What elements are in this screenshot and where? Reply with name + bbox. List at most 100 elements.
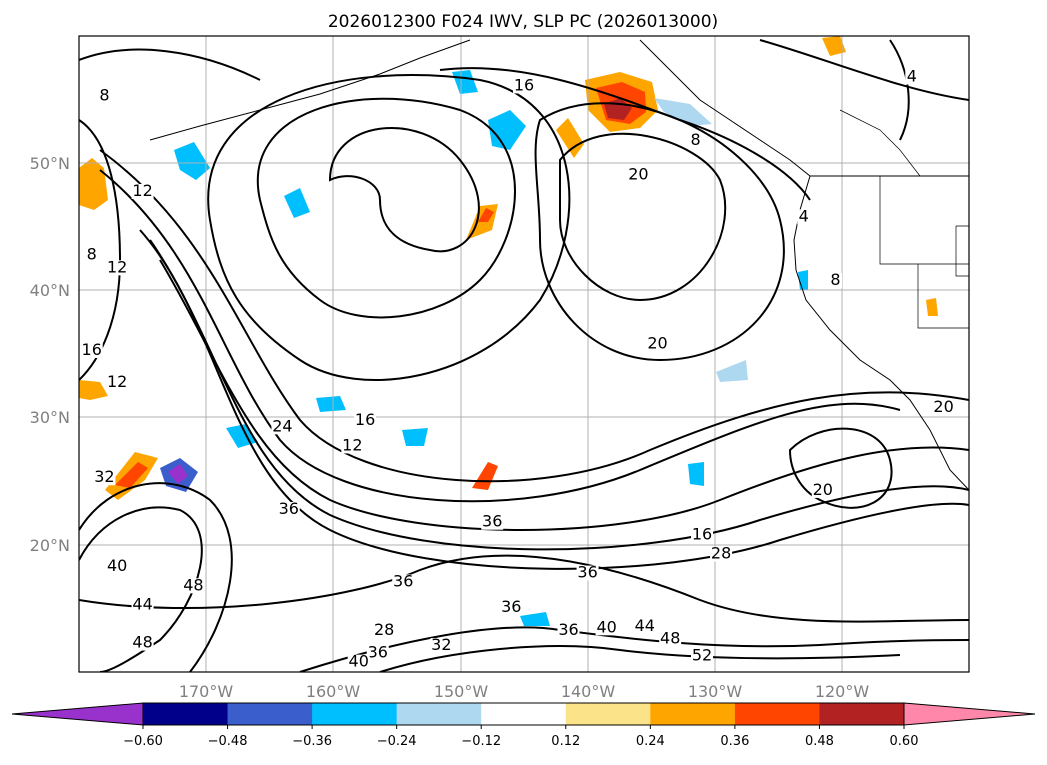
contour-label: 4 — [907, 67, 917, 86]
contour-label: 4 — [799, 206, 809, 225]
contour-label: 8 — [87, 245, 97, 264]
colorbar-segment — [396, 703, 482, 725]
contour-label-bg — [93, 470, 116, 486]
contour-label-bg — [557, 622, 580, 638]
anomaly-fill-neg-mid2 — [316, 396, 346, 412]
contour-label-bg — [131, 635, 154, 651]
contour-label: 28 — [711, 544, 731, 563]
aleutian-coast — [149, 39, 471, 141]
contour-label-bg — [106, 260, 129, 276]
anomaly-fill-neg-wmid — [284, 188, 310, 218]
contour-label: 40 — [349, 652, 369, 671]
x-axis-labels: 170°W 160°W 150°W 140°W 130°W 120°W — [179, 682, 870, 701]
contour-label-bg — [106, 374, 129, 390]
contour-label-bg — [627, 167, 650, 183]
contour-label-bg — [131, 184, 154, 199]
contour-long-sweep-2 — [99, 149, 969, 483]
colorbar: −0.60 −0.48 −0.36 −0.24 −0.12 0.12 0.24 0.36 0.4… — [11, 702, 1036, 749]
bc-coast — [793, 175, 969, 491]
contour-label: 8 — [830, 270, 840, 289]
contour-label: 20 — [813, 480, 833, 499]
contour-label-bg — [689, 133, 703, 149]
x-tick-label: 170°W — [179, 682, 234, 701]
contour-label: 24 — [272, 416, 292, 435]
anomaly-fill-neg-e1 — [688, 462, 704, 486]
alaska-coast — [639, 39, 811, 177]
anomaly-fill-neg-e2 — [520, 612, 550, 626]
contour-label: 20 — [647, 334, 667, 353]
contour-label-bg — [85, 247, 99, 263]
anomaly-fill-neg-top — [452, 70, 478, 94]
contour-label-bg — [691, 648, 713, 664]
contour-label: 12 — [107, 257, 127, 276]
contour-long-sweep-3 — [159, 259, 969, 531]
coastlines — [149, 39, 969, 491]
contour-label: 36 — [482, 512, 502, 531]
contour-label: 36 — [393, 572, 413, 591]
colorbar-segment — [565, 703, 651, 725]
anomaly-fill-neg-sw-core — [168, 464, 188, 484]
contour-label-bg — [797, 209, 811, 225]
contour-right-upper — [759, 39, 969, 101]
anomaly-fill-top-right — [822, 36, 846, 56]
contour-label: 48 — [183, 575, 203, 594]
contour-label: 36 — [279, 499, 299, 518]
colorbar-segment — [650, 703, 736, 725]
contour-20-east — [788, 427, 893, 509]
contour-inner-high — [559, 132, 727, 302]
contour-label-bg — [513, 78, 535, 94]
y-tick-label: 30°N — [30, 408, 70, 427]
contour-label-bg — [106, 559, 129, 575]
x-tick-label: 120°W — [815, 682, 870, 701]
contour-label: 12 — [107, 372, 127, 391]
anomaly-fill-west-lower — [79, 380, 108, 400]
contour-label: 36 — [368, 643, 388, 662]
contour-label-bg — [347, 654, 370, 670]
contour-label: 36 — [558, 620, 578, 639]
colorbar-segment — [143, 703, 229, 725]
chart-title: 2026012300 F024 IWV, SLP PC (2026013000) — [328, 12, 718, 32]
contour-label-bg — [373, 622, 396, 638]
contour-label-bg — [354, 412, 377, 428]
y-tick-label: 40°N — [30, 281, 70, 300]
contour-label: 48 — [132, 633, 152, 652]
colorbar-tick-label: 0.48 — [805, 734, 834, 749]
contour-4-ne — [889, 39, 910, 141]
state-border-3 — [955, 225, 969, 277]
contour-label: 8 — [99, 86, 109, 105]
contour-label-bg — [341, 438, 364, 454]
colorbar-segment — [312, 703, 398, 725]
map-frame — [78, 35, 970, 673]
contour-label-bg — [430, 638, 453, 654]
contour-label: 20 — [628, 164, 648, 183]
colorbar-tick-label: 0.36 — [720, 734, 749, 749]
anomaly-fill-gulf-sw — [556, 118, 584, 158]
contour-label-bg — [80, 343, 103, 358]
contour-label: 52 — [692, 645, 712, 664]
state-border-1 — [879, 176, 969, 265]
contour-label: 44 — [132, 594, 152, 613]
contour-label: 48 — [660, 629, 680, 648]
contour-label: 40 — [107, 556, 127, 575]
contour-label: 16 — [82, 340, 102, 359]
colorbar-frame — [142, 702, 905, 726]
contour-label-bg — [646, 336, 669, 352]
contour-label: 32 — [94, 467, 114, 486]
contour-label: 28 — [374, 620, 394, 639]
x-tick-label: 130°W — [688, 682, 743, 701]
contour-label-bg — [691, 527, 713, 543]
x-tick-label: 140°W — [561, 682, 616, 701]
x-tick-label: 160°W — [306, 682, 361, 701]
contour-sw-1 — [79, 506, 203, 672]
contour-south-1 — [79, 554, 969, 623]
anomaly-fill-central-mid — [472, 462, 498, 490]
x-tick-label: 150°W — [434, 682, 489, 701]
contour-sw-2 — [79, 482, 233, 672]
contour-label-bg — [366, 645, 389, 661]
y-tick-label: 20°N — [30, 536, 70, 555]
contour-label-bg — [829, 273, 842, 289]
contour-south-2 — [299, 626, 969, 672]
contour-label-bg — [659, 631, 682, 647]
colorbar-segment — [481, 703, 567, 725]
